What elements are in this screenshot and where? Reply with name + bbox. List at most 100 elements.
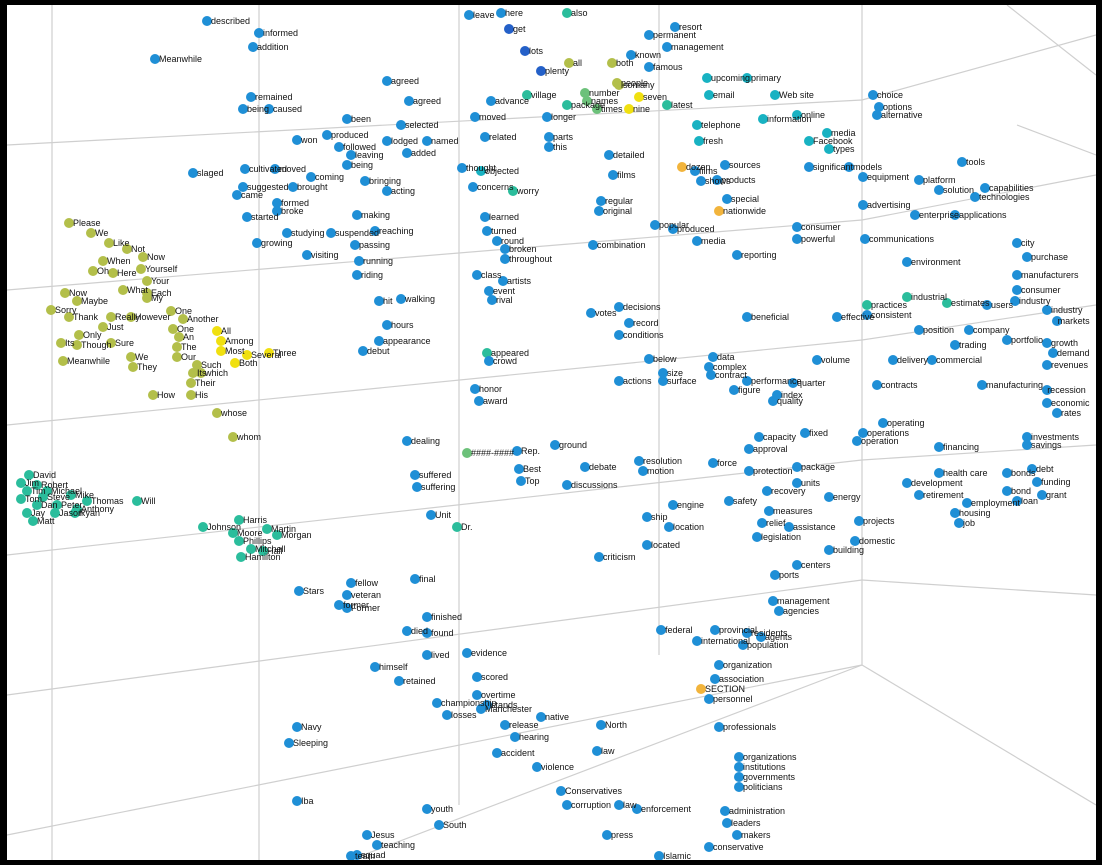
scatter-point: [544, 142, 554, 152]
scatter-point: [50, 508, 60, 518]
point-label: beneficial: [751, 312, 789, 322]
point-label: broke: [281, 206, 304, 216]
scatter-point: [442, 710, 452, 720]
point-label: revenues: [1051, 360, 1089, 370]
scatter-point: [402, 626, 412, 636]
point-label: surface: [667, 376, 697, 386]
point-label: turned: [491, 226, 517, 236]
point-label: delivery: [897, 355, 929, 365]
point-label: manufacturers: [1021, 270, 1079, 280]
point-label: sources: [729, 160, 761, 170]
point-label: actions: [623, 376, 652, 386]
scatter-point: [212, 408, 222, 418]
scatter-point: [22, 486, 32, 496]
point-label: operation: [861, 436, 899, 446]
point-label: himself: [379, 662, 408, 672]
point-label: growing: [261, 238, 293, 248]
scatter-point: [1002, 486, 1012, 496]
scatter-point: [784, 522, 794, 532]
scatter-point: [426, 510, 436, 520]
scatter-point: [186, 378, 196, 388]
scatter-point: [354, 256, 364, 266]
scatter-point: [462, 448, 472, 458]
scatter-point: [704, 842, 714, 852]
scatter-point: [28, 516, 38, 526]
scatter-point: [234, 536, 244, 546]
point-label: scored: [481, 672, 508, 682]
scatter-point: [522, 90, 532, 100]
point-label: reaching: [379, 226, 414, 236]
scatter-point: [396, 120, 406, 130]
point-label: fresh: [703, 136, 723, 146]
scatter-point: [122, 244, 132, 254]
point-label: figure: [738, 385, 761, 395]
scatter-point: [334, 600, 344, 610]
scatter-point: [422, 612, 432, 622]
point-label: volume: [821, 355, 850, 365]
scatter-point: [402, 436, 412, 446]
point-label: Dr.: [461, 522, 473, 532]
scatter-point: [382, 320, 392, 330]
scatter-point: [536, 712, 546, 722]
point-label: original: [603, 206, 632, 216]
scatter-point: [1012, 496, 1022, 506]
scatter-point: [670, 22, 680, 32]
scatter-point: [520, 46, 530, 56]
scatter-point: [198, 522, 208, 532]
point-label: formed: [281, 198, 309, 208]
scatter-point: [752, 532, 762, 542]
point-label: recovery: [771, 486, 806, 496]
point-label: Sleeping: [293, 738, 328, 748]
scatter-point: [658, 376, 668, 386]
point-label: conservative: [713, 842, 764, 852]
point-label: Please: [73, 218, 101, 228]
scatter-point: [742, 312, 752, 322]
scatter-point: [394, 676, 404, 686]
point-label: telephone: [701, 120, 741, 130]
scatter-point: [342, 590, 352, 600]
scatter-point: [824, 492, 834, 502]
scatter-point: [662, 100, 672, 110]
point-label: administration: [729, 806, 785, 816]
point-label: politicians: [743, 782, 783, 792]
point-label: Iba: [301, 796, 314, 806]
point-label: products: [721, 175, 756, 185]
scatter-point: [1012, 238, 1022, 248]
scatter-point: [594, 552, 604, 562]
scatter-point: [764, 506, 774, 516]
scatter-point: [172, 352, 182, 362]
point-label: motion: [647, 466, 674, 476]
scatter-point: [346, 150, 356, 160]
scatter-point: [510, 732, 520, 742]
scatter-point: [690, 166, 700, 176]
point-label: reporting: [741, 250, 777, 260]
scatter-point: [910, 210, 920, 220]
point-label: We: [135, 352, 148, 362]
scatter-point: [708, 458, 718, 468]
point-label: ####-####: [471, 448, 514, 458]
point-label: suffered: [419, 470, 451, 480]
scatter-point: [372, 840, 382, 850]
scatter-point: [482, 700, 492, 710]
scatter-point: [580, 88, 590, 98]
scatter-point: [722, 818, 732, 828]
point-label: Web site: [779, 90, 814, 100]
point-label: trading: [959, 340, 987, 350]
scatter-point: [580, 462, 590, 472]
point-label: suggested: [247, 182, 289, 192]
scatter-point: [106, 338, 116, 348]
scatter-point: [150, 54, 160, 64]
point-label: agreed: [391, 76, 419, 86]
point-label: youth: [431, 804, 453, 814]
point-label: Stars: [303, 586, 325, 596]
point-label: here: [505, 8, 523, 18]
point-label: primary: [751, 73, 782, 83]
point-label: agreed: [413, 96, 441, 106]
scatter-point: [118, 285, 128, 295]
point-label: films: [699, 166, 718, 176]
point-label: Most: [225, 346, 245, 356]
scatter-point: [410, 470, 420, 480]
scatter-point: [614, 330, 624, 340]
scatter-point: [64, 218, 74, 228]
point-label: Best: [523, 464, 542, 474]
